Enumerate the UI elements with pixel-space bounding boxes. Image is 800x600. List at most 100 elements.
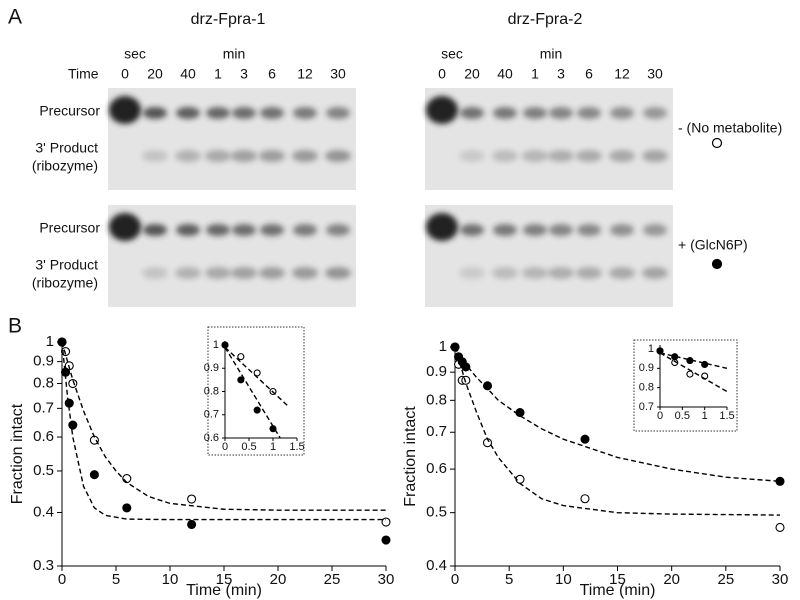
row-label: (ribozyme) <box>32 158 98 174</box>
lane-label: 6 <box>585 66 593 82</box>
x-axis-label: Time (min) <box>580 582 656 599</box>
time-label: Time <box>68 66 99 82</box>
precursor-band <box>143 107 167 119</box>
lane-label: 30 <box>330 66 346 82</box>
product-band <box>292 150 318 162</box>
product-band <box>325 150 351 162</box>
y-tick-label: 0.6 <box>204 432 219 444</box>
product-band <box>231 150 257 162</box>
precursor-band <box>326 107 350 119</box>
gel-title: drz-Fpra-2 <box>508 11 583 28</box>
y-tick-label: 0.7 <box>204 409 219 421</box>
product-band <box>325 267 351 279</box>
precursor-band <box>143 224 167 236</box>
y-tick-label: 0.5 <box>33 462 54 479</box>
panel-label: B <box>8 315 22 338</box>
precursor-band <box>426 213 458 241</box>
lane-label: 40 <box>497 66 513 82</box>
product-band <box>175 150 201 162</box>
fit-line <box>61 341 386 521</box>
y-tick-label: 0.8 <box>33 374 54 391</box>
lane-label: 0 <box>438 66 446 82</box>
product-band <box>642 267 668 279</box>
product-band <box>205 267 231 279</box>
condition-label: + (GlcN6P) <box>678 237 748 253</box>
product-band <box>576 267 602 279</box>
data-point <box>580 434 590 444</box>
data-point <box>253 406 261 414</box>
data-point <box>482 381 493 391</box>
precursor-band <box>109 96 141 124</box>
x-tick-label: 0 <box>451 571 459 588</box>
data-point <box>656 347 664 355</box>
precursor-band <box>260 224 284 236</box>
y-tick-label: 0.3 <box>33 557 54 574</box>
product-band <box>492 150 518 162</box>
precursor-band <box>549 224 573 236</box>
product-band <box>522 150 548 162</box>
y-tick-label: 0.9 <box>639 362 654 374</box>
product-band <box>142 267 168 279</box>
product-band <box>609 267 635 279</box>
time-unit: sec <box>441 46 463 62</box>
y-tick-label: 0.5 <box>426 504 447 521</box>
product-band <box>548 150 574 162</box>
precursor-band <box>232 224 256 236</box>
data-point <box>68 378 78 389</box>
lane-label: 6 <box>268 66 276 82</box>
y-tick-label: 0.4 <box>33 503 54 520</box>
y-axis-label: Fraction intact <box>402 406 419 507</box>
y-tick-label: 0.8 <box>639 382 654 394</box>
data-point <box>237 353 245 361</box>
data-point <box>253 369 261 377</box>
inset-frame <box>207 326 305 456</box>
product-band <box>459 267 485 279</box>
gel-title: drz-Fpra-1 <box>191 11 266 28</box>
x-tick-label: 15 <box>216 571 233 588</box>
product-band <box>231 267 257 279</box>
row-label: 3' Product <box>35 140 98 156</box>
precursor-band <box>493 107 517 119</box>
product-band <box>576 150 602 162</box>
precursor-band <box>577 224 601 236</box>
y-tick-label: 0.8 <box>426 391 447 408</box>
y-axis-label: Fraction intact <box>9 403 26 504</box>
x-tick-label: 1.5 <box>289 441 304 453</box>
precursor-band <box>493 224 517 236</box>
fit-line <box>659 352 728 370</box>
gel-image <box>108 205 356 307</box>
data-point <box>187 494 197 504</box>
y-tick-label: 0.6 <box>33 428 54 445</box>
lane-label: 20 <box>464 66 480 82</box>
row-label: Precursor <box>39 103 100 119</box>
precursor-band <box>206 107 230 119</box>
fit-line <box>61 341 386 511</box>
data-point <box>775 522 785 533</box>
precursor-band <box>523 107 547 119</box>
x-tick-label: 0 <box>657 410 663 422</box>
x-tick-label: 15 <box>609 571 626 588</box>
precursor-band <box>293 224 317 236</box>
x-tick-label: 25 <box>717 571 734 588</box>
product-band <box>205 150 231 162</box>
gel-image <box>425 88 673 190</box>
product-band <box>548 267 574 279</box>
precursor-band <box>232 107 256 119</box>
x-tick-label: 10 <box>555 571 572 588</box>
data-point <box>221 341 229 349</box>
precursor-band <box>109 213 141 241</box>
data-point <box>122 474 132 484</box>
x-tick-label: 30 <box>378 571 395 588</box>
fit-line <box>454 346 781 516</box>
fit-line <box>224 346 288 406</box>
product-band <box>142 150 168 162</box>
precursor-band <box>643 224 667 236</box>
precursor-band <box>523 224 547 236</box>
gel-image <box>108 88 356 190</box>
time-unit: min <box>540 46 563 62</box>
y-tick-label: 0.9 <box>33 353 54 370</box>
data-point <box>461 375 471 385</box>
y-tick-label: 1 <box>648 343 654 355</box>
lane-label: 12 <box>614 66 630 82</box>
precursor-band <box>460 224 484 236</box>
